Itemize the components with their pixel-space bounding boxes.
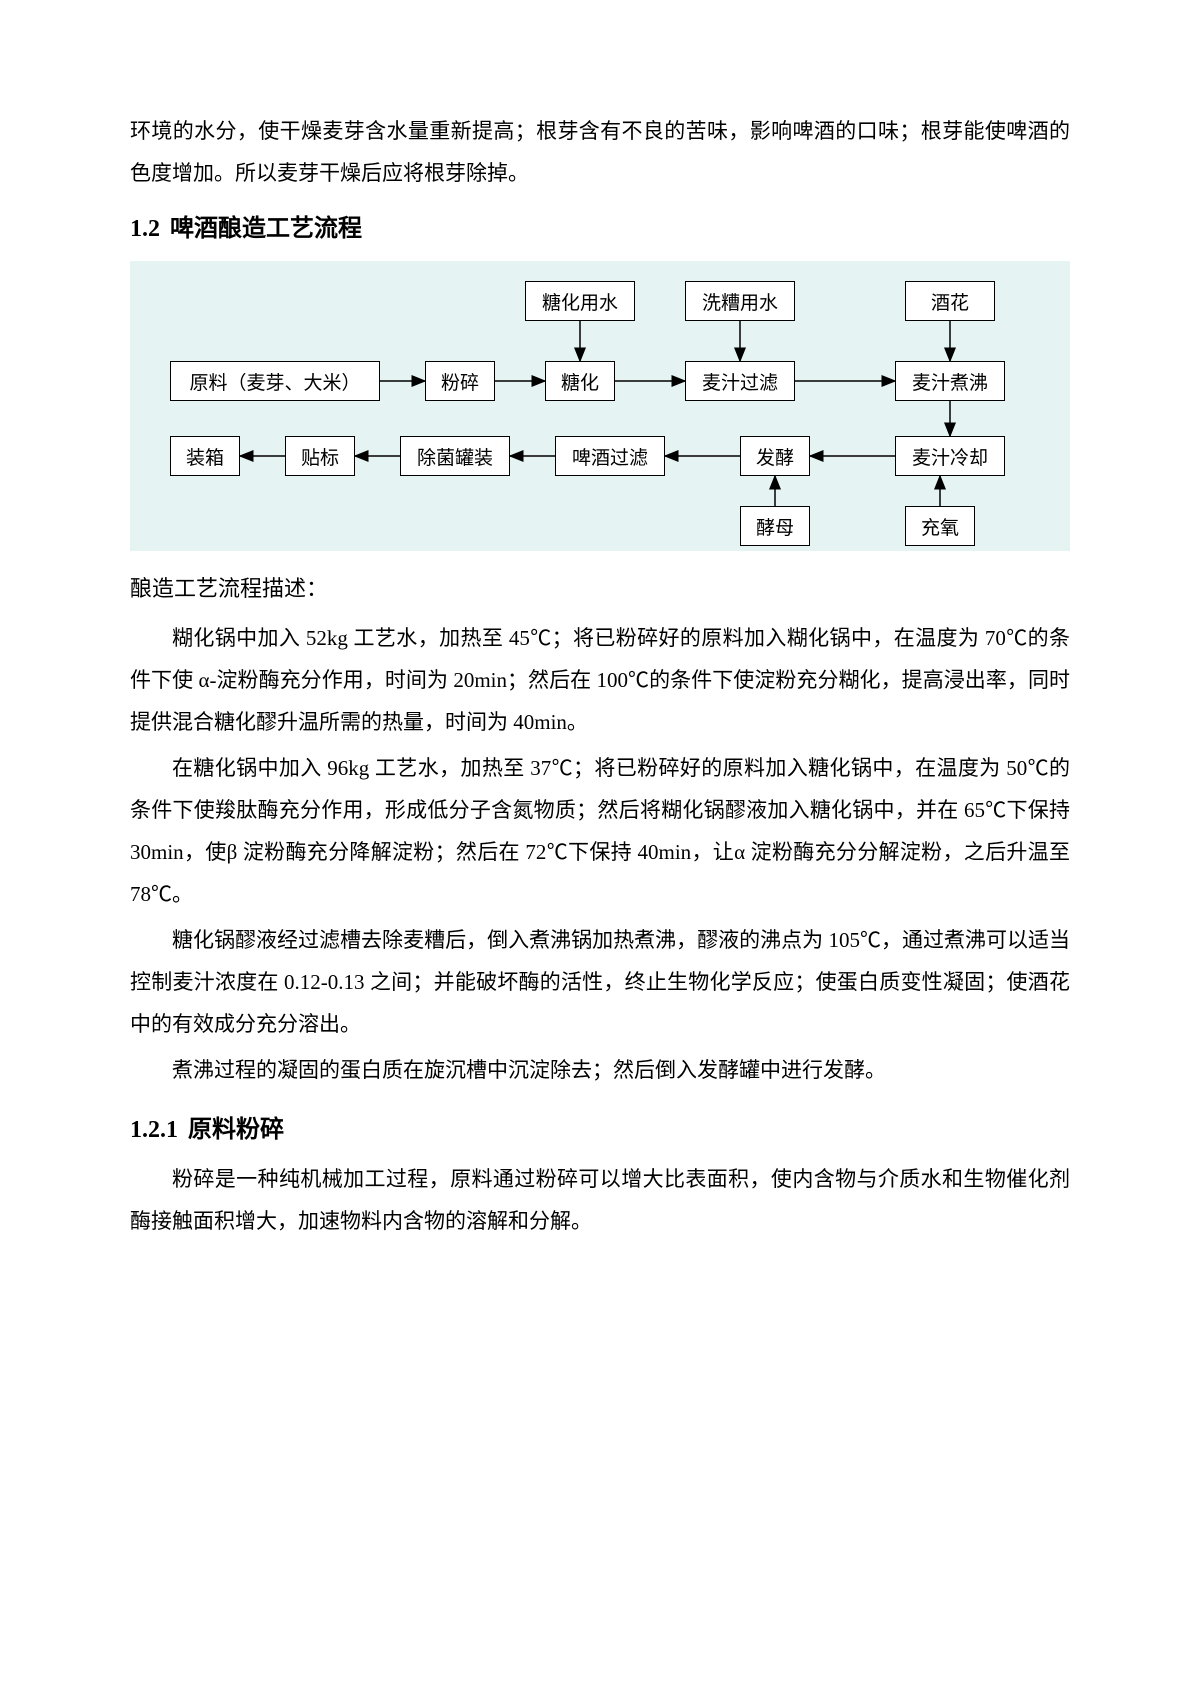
flow-node-water_sacc: 糖化用水 bbox=[525, 281, 635, 321]
process-p2: 在糖化锅中加入 96kg 工艺水，加热至 37℃；将已粉碎好的原料加入糖化锅中，… bbox=[130, 747, 1070, 915]
process-p3: 糖化锅醪液经过滤槽去除麦糟后，倒入煮沸锅加热煮沸，醪液的沸点为 105℃，通过煮… bbox=[130, 919, 1070, 1045]
flow-node-yeast: 酵母 bbox=[740, 506, 810, 546]
intro-paragraph: 环境的水分，使干燥麦芽含水量重新提高；根芽含有不良的苦味，影响啤酒的口味；根芽能… bbox=[130, 110, 1070, 194]
flow-node-hops: 酒花 bbox=[905, 281, 995, 321]
process-desc-title: 酿造工艺流程描述： bbox=[130, 571, 1070, 603]
flow-node-sacc: 糖化 bbox=[545, 361, 615, 401]
brewing-flowchart: 糖化用水 洗糟用水 酒花原料（麦芽、大米） 粉碎 糖化 麦汁过滤 麦汁煮沸装箱 贴标 除菌罐装 啤… bbox=[130, 261, 1070, 551]
flow-node-cool: 麦汁冷却 bbox=[895, 436, 1005, 476]
process-p4: 煮沸过程的凝固的蛋白质在旋沉槽中沉淀除去；然后倒入发酵罐中进行发酵。 bbox=[130, 1049, 1070, 1091]
flow-node-beer_filter: 啤酒过滤 bbox=[555, 436, 665, 476]
flow-node-water_wash: 洗糟用水 bbox=[685, 281, 795, 321]
heading-1-2-title: 啤酒酿造工艺流程 bbox=[170, 216, 362, 242]
heading-1-2-num: 1.2 bbox=[130, 216, 160, 242]
heading-1-2-1: 1.2.1 原料粉碎 bbox=[130, 1109, 1070, 1144]
process-p1: 糊化锅中加入 52kg 工艺水，加热至 45℃；将已粉碎好的原料加入糊化锅中，在… bbox=[130, 617, 1070, 743]
heading-1-2: 1.2 啤酒酿造工艺流程 bbox=[130, 208, 1070, 243]
flow-node-ferment: 发酵 bbox=[740, 436, 810, 476]
flow-node-boil: 麦汁煮沸 bbox=[895, 361, 1005, 401]
flow-node-filter_wort: 麦汁过滤 bbox=[685, 361, 795, 401]
flow-node-can: 除菌罐装 bbox=[400, 436, 510, 476]
flow-node-raw: 原料（麦芽、大米） bbox=[170, 361, 380, 401]
flow-node-pack: 装箱 bbox=[170, 436, 240, 476]
heading-1-2-1-num: 1.2.1 bbox=[130, 1117, 178, 1143]
heading-1-2-1-title: 原料粉碎 bbox=[188, 1117, 284, 1143]
flow-node-label: 贴标 bbox=[285, 436, 355, 476]
process-p5: 粉碎是一种纯机械加工过程，原料通过粉碎可以增大比表面积，使内含物与介质水和生物催… bbox=[130, 1158, 1070, 1242]
flow-node-oxygen: 充氧 bbox=[905, 506, 975, 546]
flow-node-crush: 粉碎 bbox=[425, 361, 495, 401]
